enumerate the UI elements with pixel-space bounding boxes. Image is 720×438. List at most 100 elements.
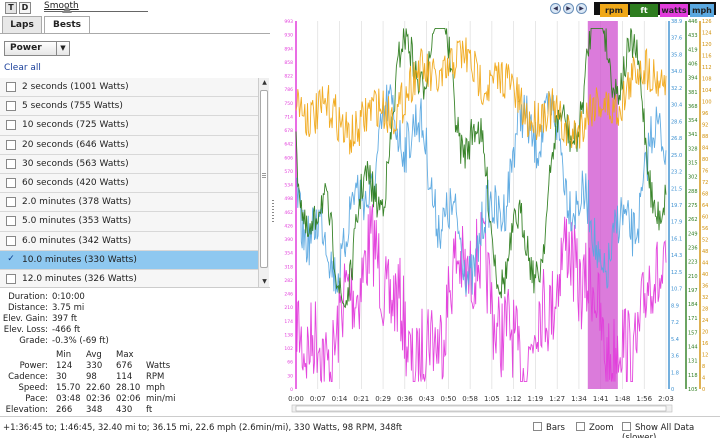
minmax-label: Pace:: [25, 394, 48, 404]
nav-next-icon[interactable]: ▶: [576, 3, 587, 14]
checkbox[interactable]: [6, 273, 16, 284]
checkbox[interactable]: [6, 216, 16, 227]
checkbox[interactable]: [6, 120, 16, 131]
chart-svg[interactable]: 0:00 0:07 0:14 0:21 0:29 0:36 0:43 0:50 0:58 1:05…: [276, 17, 720, 413]
ft-tick-label: 315: [688, 161, 698, 167]
list-item[interactable]: 5 seconds (755 Watts): [0, 97, 258, 117]
rpm-tick-label: 96: [702, 111, 708, 117]
best-label: 20 seconds (646 Watts): [22, 139, 129, 150]
tab-bests[interactable]: Bests: [44, 16, 90, 34]
list-item[interactable]: 2.0 minutes (378 Watts): [0, 193, 258, 213]
list-item[interactable]: 30 seconds (563 Watts): [0, 154, 258, 174]
ft-tick-label: 197: [688, 288, 698, 294]
mph-tick-label: 7.2: [671, 320, 679, 326]
checkbox[interactable]: [6, 197, 16, 208]
show-all-checkbox[interactable]: [622, 422, 631, 431]
list-item[interactable]: 6.0 minutes (342 Watts): [0, 231, 258, 251]
checkbox[interactable]: [6, 139, 16, 150]
rpm-tick-label: 64: [702, 203, 708, 209]
mph-tick-label: 37.6: [671, 36, 682, 42]
show-all-option[interactable]: Show All Data (slower): [622, 422, 720, 438]
x-tick-label: 0:07: [310, 395, 326, 403]
minmax-max: 02:06: [116, 394, 141, 404]
mph-tick-label: 26.8: [671, 136, 682, 142]
watts-tick-label: 678: [284, 128, 293, 134]
minmax-min: 03:48: [56, 394, 81, 404]
checkbox[interactable]: [6, 235, 16, 246]
watts-tick-label: 354: [284, 251, 293, 257]
best-label: 12.0 minutes (326 Watts): [22, 273, 137, 284]
zoom-option[interactable]: Zoom: [576, 422, 614, 433]
nav-play-icon[interactable]: ▶: [563, 3, 574, 14]
bars-checkbox[interactable]: [533, 422, 542, 431]
watts-tick-label: 993: [284, 19, 293, 25]
list-item[interactable]: 20 seconds (646 Watts): [0, 135, 258, 155]
minmax-avg: 22.60: [86, 383, 111, 393]
best-label: 5.0 minutes (353 Watts): [22, 216, 132, 227]
scroll-up-icon[interactable]: ▲: [262, 79, 267, 86]
scrollbar-thumb[interactable]: [260, 90, 268, 268]
distance-axis-button[interactable]: D: [19, 2, 31, 14]
list-item[interactable]: 5.0 minutes (353 Watts): [0, 212, 258, 232]
metric-select[interactable]: Power ▼: [4, 41, 70, 56]
ft-tick-label: 368: [688, 104, 698, 110]
ft-tick-label: 262: [688, 217, 698, 223]
scroll-down-icon[interactable]: ▼: [262, 278, 267, 285]
watts-tick-label: 894: [284, 46, 293, 52]
checkbox[interactable]: [6, 158, 16, 169]
minmax-avg: 348: [86, 405, 103, 415]
bests-list: 2 seconds (1001 Watts) 5 seconds (755 Wat…: [0, 78, 258, 287]
smooth-slider-track[interactable]: [44, 11, 148, 12]
ft-tick-label: 144: [688, 345, 698, 351]
best-label: 6.0 minutes (342 Watts): [22, 235, 132, 246]
ft-tick-label: 236: [688, 245, 698, 251]
zoom-checkbox[interactable]: [576, 422, 585, 431]
minmax-avg: 02:36: [86, 394, 111, 404]
bests-scrollbar[interactable]: ▲ ▼: [258, 78, 269, 287]
checkmark-icon[interactable]: ✓: [7, 253, 15, 264]
clear-all-link[interactable]: Clear all: [4, 63, 41, 73]
list-item[interactable]: 60 seconds (420 Watts): [0, 173, 258, 194]
legend-ft[interactable]: ft: [630, 4, 658, 17]
rpm-tick-label: 8: [702, 364, 705, 370]
bests-panel: Power ▼ Clear all 2 seconds (1001 Watts)…: [0, 33, 270, 287]
rpm-tick-label: 84: [702, 146, 708, 152]
watts-tick-label: 714: [284, 114, 293, 120]
time-axis-button[interactable]: T: [5, 2, 17, 14]
nav-prev-icon[interactable]: ◀: [550, 3, 561, 14]
watts-tick-label: 462: [284, 210, 293, 216]
rpm-tick-label: 116: [702, 54, 712, 60]
rpm-tick-label: 52: [702, 238, 708, 244]
mph-tick-label: 17.9: [671, 220, 682, 226]
list-item[interactable]: 10 seconds (725 Watts): [0, 116, 258, 136]
minmax-avg: 330: [86, 361, 103, 371]
list-item[interactable]: ✓ 10.0 minutes (330 Watts): [0, 250, 258, 270]
grip-icon: [262, 173, 266, 179]
rpm-tick-label: 76: [702, 169, 708, 175]
checkbox[interactable]: [6, 177, 16, 188]
x-tick-label: 1:12: [506, 395, 522, 403]
ft-tick-label: 394: [688, 76, 698, 82]
watts-tick-label: 174: [284, 319, 293, 325]
legend-rpm[interactable]: rpm: [600, 4, 628, 17]
ft-tick-label: 275: [688, 203, 698, 209]
summary-label: Grade:: [19, 336, 48, 346]
chevron-down-icon[interactable]: ▼: [56, 42, 69, 55]
list-item[interactable]: 2 seconds (1001 Watts): [0, 78, 258, 98]
panel-splitter[interactable]: [272, 200, 274, 224]
workout-chart[interactable]: 0:00 0:07 0:14 0:21 0:29 0:36 0:43 0:50 0:58 1:05…: [276, 17, 720, 413]
legend-mph[interactable]: mph: [690, 4, 714, 17]
smooth-slider-thumb[interactable]: [62, 6, 72, 13]
top-toolbar: T D Smooth ◀ ▶ ▶ rpm ft watts mph: [0, 0, 720, 17]
rpm-tick-label: 40: [702, 272, 708, 278]
x-tick-label: 1:56: [636, 395, 652, 403]
bars-option[interactable]: Bars: [533, 422, 565, 433]
tab-laps[interactable]: Laps: [2, 16, 42, 33]
list-item[interactable]: 12.0 minutes (326 Watts): [0, 269, 258, 287]
legend-watts[interactable]: watts: [660, 4, 688, 17]
mph-tick-label: 0: [671, 387, 674, 393]
mph-tick-label: 16.1: [671, 236, 682, 242]
ft-tick-label: 131: [688, 359, 698, 365]
checkbox[interactable]: [6, 101, 16, 112]
checkbox[interactable]: [6, 82, 16, 92]
